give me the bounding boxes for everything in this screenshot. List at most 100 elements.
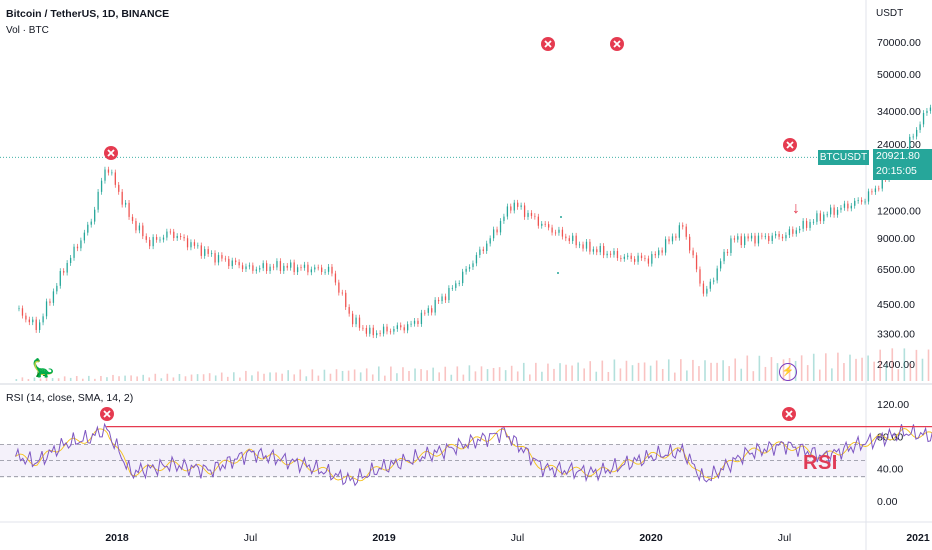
volume-bar xyxy=(190,374,193,381)
close-icon-glyph xyxy=(107,149,115,157)
candle xyxy=(317,267,319,269)
candle xyxy=(506,206,509,217)
volume-bar xyxy=(148,377,151,381)
candle xyxy=(733,238,736,240)
candle xyxy=(255,269,257,271)
candle xyxy=(345,292,347,308)
candle xyxy=(245,266,247,270)
candle xyxy=(792,229,794,234)
candle xyxy=(836,209,839,215)
volume-bar xyxy=(486,369,489,381)
volume-bar xyxy=(202,374,205,381)
volume-bar xyxy=(553,368,555,381)
candle xyxy=(833,207,835,215)
volume-bar xyxy=(196,374,199,381)
volume-bar xyxy=(69,377,72,381)
candle xyxy=(706,288,708,294)
candle xyxy=(761,235,763,237)
candle xyxy=(241,265,244,270)
candle xyxy=(266,263,268,272)
volume-bar xyxy=(498,367,501,381)
volume-bar xyxy=(353,369,356,381)
candle xyxy=(290,262,292,268)
candle xyxy=(214,253,216,263)
volume-bar xyxy=(692,359,694,381)
candle xyxy=(523,205,526,217)
candle xyxy=(867,191,870,202)
volume-bar xyxy=(740,368,743,381)
candle xyxy=(52,291,55,303)
volume-bar xyxy=(275,372,277,381)
candle xyxy=(97,191,99,210)
candle xyxy=(682,225,684,227)
candle xyxy=(272,266,275,268)
volume-bar xyxy=(100,375,102,381)
volume-bar xyxy=(480,366,483,381)
lightning-icon[interactable]: ⚡ xyxy=(779,363,797,381)
candle xyxy=(63,271,65,273)
candle xyxy=(788,229,791,236)
candle xyxy=(692,250,694,256)
volume-bar xyxy=(698,366,700,381)
close-icon-glyph xyxy=(613,40,621,48)
candle xyxy=(376,333,378,336)
candle xyxy=(534,215,536,217)
candle xyxy=(510,206,512,211)
candle xyxy=(695,255,698,270)
volume-bar xyxy=(903,348,906,381)
volume-bar xyxy=(601,360,604,381)
candle xyxy=(21,308,24,316)
volume-bar xyxy=(680,359,682,381)
candle xyxy=(740,236,742,246)
candle xyxy=(771,235,773,242)
candle xyxy=(431,308,433,313)
candle xyxy=(854,200,856,206)
volume-bar xyxy=(88,375,90,381)
volume-bar xyxy=(927,349,930,381)
volume-bar xyxy=(849,354,851,381)
volume-bar xyxy=(178,373,181,381)
last-price-tag: 20921.80 20:15:05 xyxy=(873,149,932,180)
price-axis-tick: 6500.00 xyxy=(877,264,915,276)
data-dot xyxy=(560,216,562,218)
candle xyxy=(492,229,495,239)
time-axis-tick: Jul xyxy=(244,532,257,544)
candle xyxy=(730,238,732,253)
volume-bar xyxy=(347,370,350,381)
volume-bar xyxy=(667,359,670,381)
candle xyxy=(118,184,120,192)
price-axis-tick: 12000.00 xyxy=(877,205,921,217)
last-price-value: 20921.80 xyxy=(876,150,920,162)
price-axis-tick: 4500.00 xyxy=(877,299,915,311)
candle xyxy=(276,261,278,268)
data-dot xyxy=(557,272,559,274)
volume-bar xyxy=(758,355,761,381)
candle xyxy=(816,213,818,222)
candle xyxy=(307,264,309,273)
candle xyxy=(689,236,691,251)
candle xyxy=(647,258,650,264)
volume-bar xyxy=(637,362,640,381)
rsi-legend: RSI (14, close, SMA, 14, 2) xyxy=(6,392,134,404)
candle xyxy=(847,203,849,209)
candle xyxy=(324,271,326,273)
candle xyxy=(929,107,932,111)
volume-bar xyxy=(269,372,271,381)
candle xyxy=(42,316,44,323)
candle xyxy=(104,169,106,181)
candle xyxy=(238,262,240,266)
candle xyxy=(296,267,299,273)
volume-bar xyxy=(293,374,296,381)
volume-bar xyxy=(704,360,706,381)
volume-bar xyxy=(214,375,217,381)
volume-bar xyxy=(15,379,18,381)
candle xyxy=(358,317,361,328)
volume-bar xyxy=(160,378,163,381)
tradingview-logo-icon[interactable]: 🦕 xyxy=(32,358,55,378)
volume-bar xyxy=(124,375,126,381)
rsi-ma-line xyxy=(15,428,932,482)
candle xyxy=(640,255,643,258)
price-axis-tick: 3300.00 xyxy=(877,329,915,341)
candle xyxy=(864,201,866,203)
volume-bar xyxy=(257,371,259,381)
